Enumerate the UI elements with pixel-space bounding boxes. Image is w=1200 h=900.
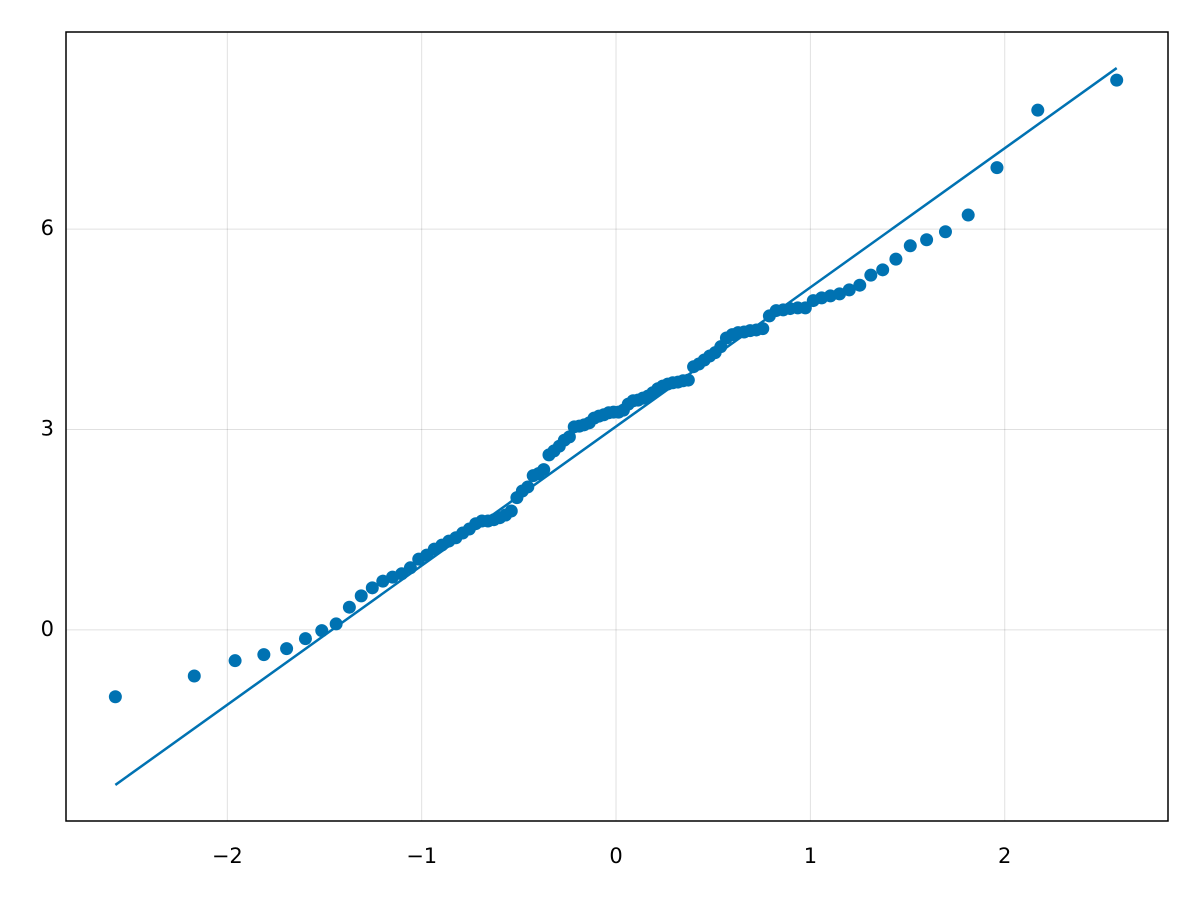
point bbox=[354, 589, 368, 603]
point bbox=[842, 283, 856, 297]
point bbox=[376, 574, 390, 588]
point bbox=[920, 233, 934, 247]
point bbox=[365, 581, 379, 595]
point bbox=[187, 669, 201, 683]
point bbox=[756, 322, 770, 336]
point bbox=[853, 278, 867, 292]
x-tick-label: 2 bbox=[998, 844, 1011, 868]
point bbox=[961, 208, 975, 222]
x-tick-label: 1 bbox=[804, 844, 817, 868]
y-tick-label: 3 bbox=[41, 417, 54, 441]
point bbox=[280, 642, 294, 656]
point bbox=[1031, 103, 1045, 117]
point bbox=[298, 632, 312, 646]
point bbox=[562, 430, 576, 444]
point bbox=[537, 463, 551, 477]
x-tick-label: −1 bbox=[406, 844, 437, 868]
point bbox=[903, 239, 917, 253]
x-tick-label: 0 bbox=[609, 844, 622, 868]
fit-line bbox=[114, 67, 1118, 786]
point bbox=[876, 263, 890, 277]
point bbox=[990, 161, 1004, 175]
point bbox=[342, 600, 356, 614]
point bbox=[833, 287, 847, 301]
point bbox=[1110, 73, 1124, 87]
point bbox=[504, 504, 518, 518]
point bbox=[864, 268, 878, 282]
point bbox=[889, 252, 903, 266]
x-tick-label: −2 bbox=[212, 844, 243, 868]
point bbox=[108, 690, 122, 704]
y-tick-label: 0 bbox=[41, 617, 54, 641]
point bbox=[938, 225, 952, 239]
point bbox=[257, 648, 271, 662]
point bbox=[521, 480, 535, 494]
y-tick-label: 6 bbox=[41, 216, 54, 240]
point bbox=[228, 654, 242, 668]
point bbox=[329, 617, 343, 631]
plot-frame bbox=[65, 31, 1169, 822]
